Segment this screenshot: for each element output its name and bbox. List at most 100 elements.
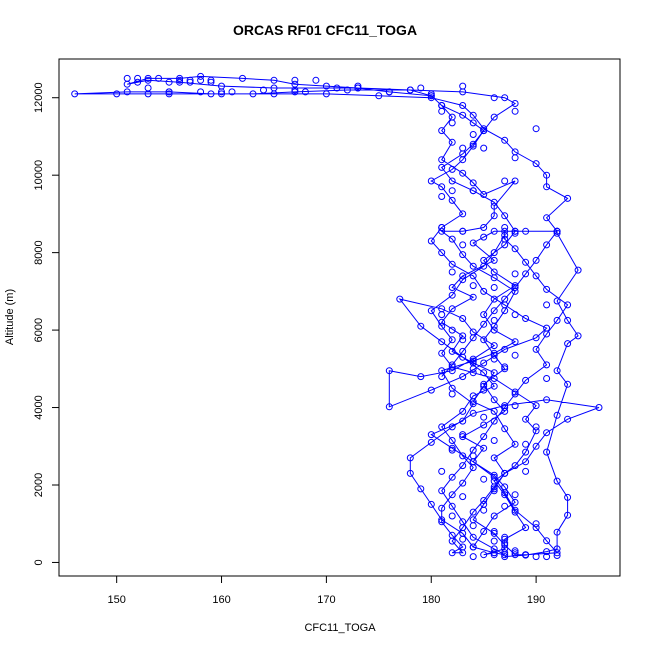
data-point	[490, 529, 498, 537]
data-point	[480, 551, 488, 559]
data-point	[501, 231, 509, 239]
data-point	[490, 551, 498, 559]
data-point	[438, 318, 446, 326]
data-point	[469, 452, 477, 460]
data-point	[448, 165, 456, 173]
data-point	[501, 363, 509, 371]
data-point	[490, 256, 498, 264]
x-axis: 150 160 170 180 190	[107, 575, 545, 606]
data-point	[427, 94, 435, 102]
data-point	[480, 320, 488, 328]
data-point	[438, 107, 446, 115]
data-point	[438, 193, 446, 200]
data-point	[197, 76, 205, 84]
data-point	[322, 82, 330, 90]
data-point	[501, 491, 509, 499]
data-point	[490, 284, 498, 291]
data-point	[490, 198, 498, 206]
data-point	[480, 336, 488, 344]
data-point	[501, 483, 509, 491]
data-point	[123, 88, 131, 96]
data-point	[469, 409, 477, 417]
data-point	[564, 316, 572, 324]
data-point	[438, 487, 446, 495]
data-point	[155, 74, 163, 82]
data-point	[448, 119, 456, 127]
data-point	[469, 111, 477, 119]
data-point	[511, 338, 519, 346]
data-point	[469, 357, 477, 365]
data-point	[459, 543, 467, 551]
data-point	[511, 107, 519, 115]
data-point	[543, 429, 551, 437]
data-point	[312, 76, 320, 84]
data-point	[511, 177, 519, 185]
data-point	[438, 224, 446, 231]
data-point	[511, 498, 519, 506]
data-point	[469, 553, 477, 561]
data-point	[564, 340, 572, 348]
data-point	[459, 431, 467, 439]
data-point	[469, 272, 477, 280]
data-point	[564, 301, 572, 309]
data-point	[459, 169, 467, 177]
data-point	[459, 535, 467, 543]
data-point	[490, 549, 498, 557]
data-point	[553, 477, 561, 485]
data-point	[448, 347, 456, 355]
data-point	[469, 392, 477, 400]
x-tick-label: 170	[317, 594, 335, 606]
data-point	[459, 373, 467, 381]
data-point	[501, 539, 509, 547]
data-point	[459, 462, 467, 470]
data-point	[144, 84, 152, 92]
data-point	[511, 229, 519, 237]
data-point	[438, 518, 446, 526]
data-point	[480, 444, 488, 452]
data-point	[480, 413, 488, 421]
data-point	[480, 382, 488, 390]
data-point	[490, 274, 498, 282]
data-point	[459, 332, 467, 340]
data-point	[501, 227, 509, 235]
data-point	[543, 324, 551, 332]
data-point	[511, 245, 519, 253]
data-point	[490, 483, 498, 491]
data-point	[260, 86, 267, 94]
plot-frame	[58, 58, 621, 577]
data-point	[291, 88, 299, 96]
data-point	[354, 84, 362, 92]
data-point	[511, 287, 519, 295]
data-point	[134, 78, 142, 86]
data-point	[543, 448, 551, 456]
data-point	[459, 336, 467, 344]
data-point	[511, 154, 519, 162]
data-point	[490, 212, 498, 220]
data-point	[480, 421, 488, 429]
data-point	[207, 90, 215, 98]
data-point	[469, 355, 477, 363]
data-point	[165, 78, 173, 86]
data-point	[459, 82, 467, 90]
data-point	[406, 86, 414, 94]
y-tick-label: 2000	[33, 473, 45, 497]
data-point	[574, 332, 582, 340]
data-point	[469, 508, 477, 516]
data-point	[218, 88, 225, 96]
data-point	[469, 522, 477, 530]
data-point	[480, 369, 488, 377]
data-point	[427, 307, 435, 315]
data-point	[574, 266, 582, 274]
data-point	[438, 516, 446, 524]
data-point	[532, 345, 540, 353]
data-point	[522, 258, 530, 266]
data-point	[543, 537, 551, 545]
data-point	[522, 448, 530, 456]
data-point	[480, 125, 488, 133]
y-axis-label: Altitude (m)	[4, 289, 16, 345]
data-point	[532, 160, 540, 168]
data-point	[490, 473, 498, 481]
x-tick-label: 190	[527, 594, 545, 606]
data-point	[448, 390, 456, 398]
data-point	[123, 74, 131, 82]
